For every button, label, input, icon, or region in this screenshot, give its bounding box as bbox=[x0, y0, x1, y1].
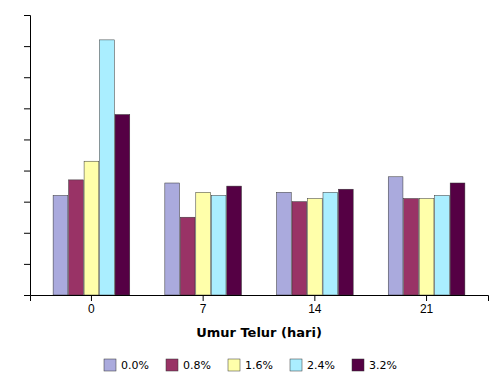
x-tick-label: 7 bbox=[200, 302, 207, 316]
legend-label: 0.8% bbox=[183, 359, 211, 372]
x-tick: 14 bbox=[308, 295, 322, 316]
legend-swatch bbox=[228, 359, 240, 371]
bar bbox=[277, 192, 292, 295]
bar-series bbox=[84, 161, 434, 295]
bar bbox=[450, 183, 465, 295]
y-tick-mark bbox=[24, 15, 30, 16]
y-tick bbox=[24, 295, 30, 296]
x-tick-mark bbox=[203, 295, 204, 301]
bar-series bbox=[115, 115, 465, 295]
bar bbox=[211, 195, 226, 295]
legend-item: 2.4% bbox=[290, 359, 335, 372]
x-tick: 7 bbox=[200, 295, 207, 316]
bar bbox=[404, 199, 419, 295]
legend-label: 1.6% bbox=[245, 359, 273, 372]
bar bbox=[227, 186, 242, 295]
y-tick bbox=[24, 139, 30, 140]
bar bbox=[84, 161, 99, 295]
y-axis bbox=[24, 16, 31, 296]
y-tick bbox=[24, 202, 30, 203]
y-tick-mark bbox=[24, 295, 30, 296]
x-tick-mark bbox=[91, 295, 92, 301]
x-tick-label: 14 bbox=[308, 302, 322, 316]
legend-label: 3.2% bbox=[369, 359, 397, 372]
y-tick-mark bbox=[24, 46, 30, 47]
bar bbox=[53, 195, 68, 295]
bar bbox=[323, 192, 338, 295]
bar bbox=[165, 183, 180, 295]
legend-swatch bbox=[290, 359, 302, 371]
legend-label: 0.0% bbox=[121, 359, 149, 372]
bars bbox=[53, 40, 465, 295]
legend-swatch bbox=[352, 359, 364, 371]
legend-swatch bbox=[104, 359, 116, 371]
y-tick bbox=[24, 233, 30, 234]
bar bbox=[307, 199, 322, 295]
y-tick bbox=[24, 46, 30, 47]
y-tick bbox=[24, 108, 30, 109]
x-tick-label: 21 bbox=[420, 302, 434, 316]
plot-area: 0 7 14 21 bbox=[24, 16, 489, 316]
bar-series bbox=[100, 40, 450, 295]
y-tick-mark bbox=[24, 108, 30, 109]
y-tick-mark bbox=[24, 77, 30, 78]
y-tick bbox=[24, 264, 30, 265]
bar bbox=[196, 192, 211, 295]
y-axis-line bbox=[24, 16, 31, 296]
bar bbox=[388, 177, 403, 295]
legend-item: 0.8% bbox=[166, 359, 211, 372]
legend-label: 2.4% bbox=[307, 359, 335, 372]
chart: 0 7 14 21 Umur Telur (hari) 0.0% 0.8% 1.6% 2.4% 3… bbox=[0, 0, 503, 385]
bar bbox=[180, 217, 195, 295]
legend-item: 3.2% bbox=[352, 359, 397, 372]
legend-item: 0.0% bbox=[104, 359, 149, 372]
y-tick bbox=[24, 171, 30, 172]
bar bbox=[100, 40, 115, 295]
y-tick-mark bbox=[24, 202, 30, 203]
legend-swatch bbox=[166, 359, 178, 371]
legend: 0.0% 0.8% 1.6% 2.4% 3.2% bbox=[104, 359, 397, 372]
x-axis: 0 7 14 21 bbox=[31, 295, 489, 316]
x-tick: 21 bbox=[420, 295, 434, 316]
y-tick bbox=[24, 15, 30, 16]
x-axis-line bbox=[31, 296, 489, 302]
bar bbox=[338, 189, 353, 295]
x-axis-title: Umur Telur (hari) bbox=[196, 325, 322, 340]
legend-item: 1.6% bbox=[228, 359, 273, 372]
y-tick-mark bbox=[24, 171, 30, 172]
bar bbox=[69, 180, 84, 295]
y-tick-mark bbox=[24, 264, 30, 265]
y-tick-mark bbox=[24, 233, 30, 234]
x-tick-label: 0 bbox=[88, 302, 95, 316]
bar bbox=[419, 199, 434, 295]
bar bbox=[435, 195, 450, 295]
bar bbox=[115, 115, 130, 295]
bar bbox=[292, 202, 307, 295]
y-tick bbox=[24, 77, 30, 78]
x-tick: 0 bbox=[88, 295, 95, 316]
y-tick-mark bbox=[24, 139, 30, 140]
x-tick-mark bbox=[426, 295, 427, 301]
x-tick-mark bbox=[314, 295, 315, 301]
